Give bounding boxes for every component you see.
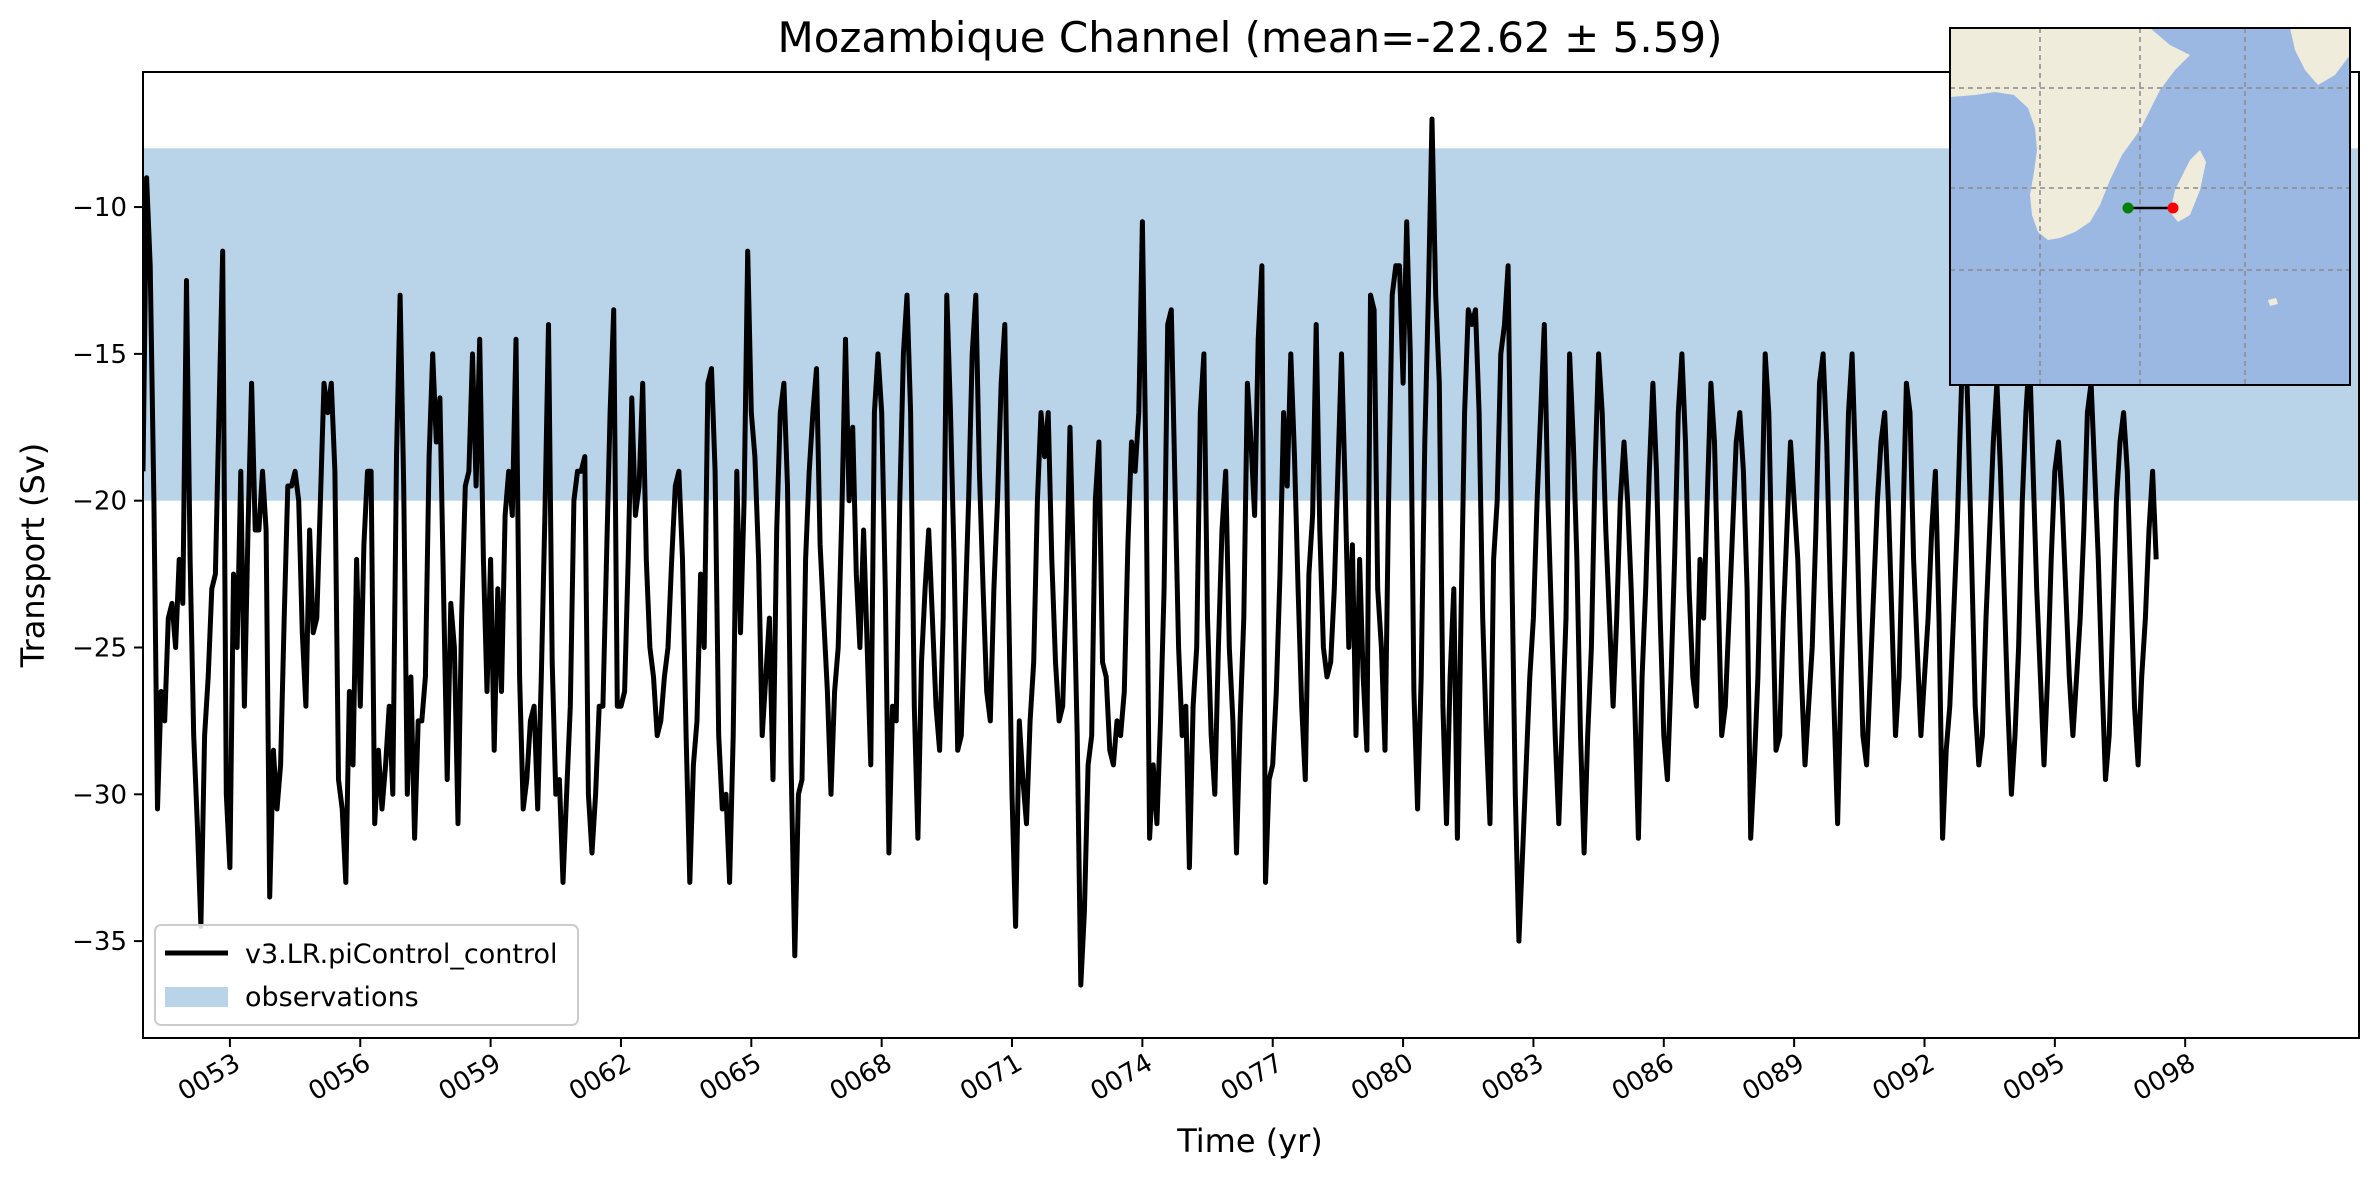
x-tick-label: 0053 — [173, 1048, 245, 1107]
legend-label-observations: observations — [245, 982, 419, 1013]
chart-title: Mozambique Channel (mean=-22.62 ± 5.59) — [777, 13, 1722, 62]
x-tick-label: 0068 — [825, 1048, 897, 1107]
x-tick-label: 0056 — [303, 1048, 375, 1107]
y-tick-label: −20 — [72, 487, 127, 517]
map-land-madagascar — [2170, 150, 2206, 222]
y-tick-label: −25 — [72, 633, 127, 663]
x-tick-label: 0095 — [1998, 1048, 2070, 1107]
y-tick-label: −30 — [72, 780, 127, 810]
y-tick-label: −15 — [72, 340, 127, 370]
series-line-v3-lr-picontrol-control — [143, 116, 2159, 988]
inset-map — [1949, 27, 2351, 386]
map-section-start-point — [2122, 202, 2134, 214]
x-tick-label: 0077 — [1216, 1048, 1288, 1107]
x-tick-label: 0089 — [1737, 1048, 1809, 1107]
x-tick-label: 0080 — [1346, 1048, 1418, 1107]
y-tick-label: −35 — [72, 927, 127, 957]
legend-swatch-observations — [165, 987, 228, 1007]
x-tick-label: 0074 — [1086, 1048, 1158, 1107]
map-land-africa — [1950, 28, 2190, 240]
inset-map-frame — [1949, 27, 2351, 386]
x-tick-label: 0086 — [1607, 1048, 1679, 1107]
x-axis-label: Time (yr) — [1176, 1122, 1323, 1160]
y-axis-label: Transport (Sv) — [14, 443, 52, 669]
x-tick-label: 0098 — [2128, 1048, 2200, 1107]
legend: v3.LR.piControl_control observations — [154, 924, 579, 1026]
legend-frame — [154, 924, 579, 1026]
x-tick-label: 0071 — [955, 1048, 1027, 1107]
y-tick-label: −10 — [72, 193, 127, 223]
x-tick-label: 0092 — [1868, 1048, 1940, 1107]
x-tick-label: 0083 — [1477, 1048, 1549, 1107]
plot-frame — [142, 71, 2360, 1039]
x-axis: 0053 0056 0059 0062 0065 0068 0071 0074 0077 0080… — [173, 1038, 2201, 1107]
map-section-end-point — [2167, 202, 2179, 214]
x-tick-label: 0059 — [434, 1048, 506, 1107]
legend-label-series: v3.LR.piControl_control — [245, 939, 558, 970]
map-gridlines — [1950, 28, 2350, 385]
y-axis: −35 −30 −25 −20 −15 −10 — [72, 193, 143, 957]
x-tick-label: 0065 — [695, 1048, 767, 1107]
map-land-arabia — [2290, 28, 2350, 85]
map-land-island — [2268, 298, 2278, 306]
x-tick-label: 0062 — [564, 1048, 636, 1107]
